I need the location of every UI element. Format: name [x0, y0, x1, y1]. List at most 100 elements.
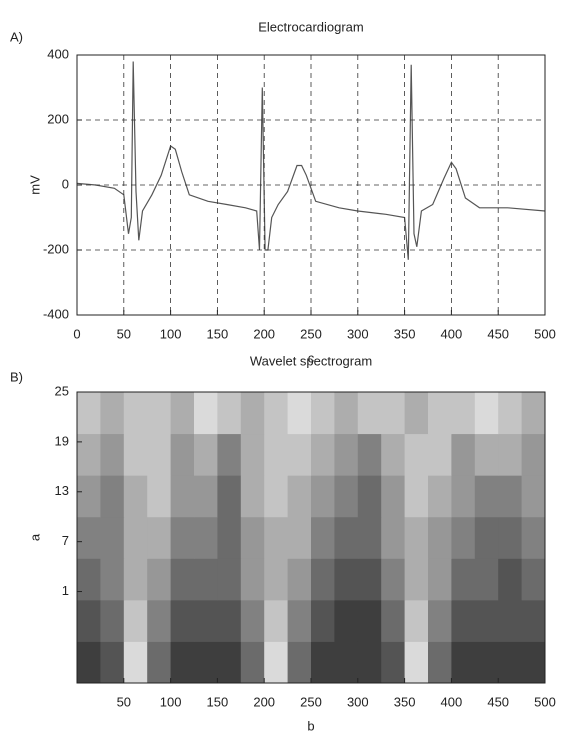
- ecg-line: [76, 61, 546, 260]
- heatmap-cell: [123, 641, 148, 684]
- heatmap-cell: [170, 558, 195, 601]
- heatmap-cell: [451, 392, 476, 435]
- heatmap-cell: [240, 392, 265, 435]
- heatmap-cell: [498, 475, 523, 518]
- heatmap-cell: [77, 641, 101, 684]
- heatmap-cell: [428, 516, 452, 559]
- heatmap-cell: [287, 392, 312, 435]
- heatmap-cell: [147, 641, 172, 684]
- heatmap-cell: [357, 558, 382, 601]
- x-tick-label: 200: [253, 694, 275, 709]
- heatmap-cell: [498, 392, 523, 435]
- y-tick-label: 200: [47, 111, 69, 126]
- heatmap-cell: [404, 516, 429, 559]
- heatmap-cell: [100, 599, 125, 642]
- heatmap-cell: [474, 558, 499, 601]
- heatmap-cell: [170, 475, 195, 518]
- heatmap-cell: [357, 392, 382, 435]
- plot-frame: [76, 391, 546, 684]
- heatmap-cell: [311, 433, 335, 476]
- heatmap-cell: [194, 433, 218, 476]
- heatmap-cell: [474, 475, 499, 518]
- heatmap-cell: [428, 392, 452, 435]
- heatmap-cell: [194, 475, 218, 518]
- heatmap-cell: [264, 599, 289, 642]
- heatmap-cell: [404, 433, 429, 476]
- x-axis-label: c: [308, 350, 315, 365]
- heatmap-cell: [123, 558, 148, 601]
- heatmap-cell: [217, 475, 242, 518]
- heatmap-cell: [123, 392, 148, 435]
- heatmap-cell: [474, 392, 499, 435]
- chart-title: Electrocardiogram: [258, 19, 364, 34]
- heatmap-cell: [194, 641, 218, 684]
- heatmap-cell: [240, 558, 265, 601]
- heatmap-cell: [100, 475, 125, 518]
- heatmap-cell: [77, 433, 101, 476]
- heatmap-cell: [498, 599, 523, 642]
- y-tick-label: 25: [55, 383, 69, 398]
- heatmap-cell: [170, 433, 195, 476]
- heatmap-cell: [170, 599, 195, 642]
- heatmap-cell: [170, 392, 195, 435]
- heatmap-cell: [311, 599, 335, 642]
- heatmap-cell: [498, 558, 523, 601]
- heatmap-cell: [404, 475, 429, 518]
- heatmap-cell: [170, 641, 195, 684]
- heatmap-cell: [287, 475, 312, 518]
- heatmap-cell: [100, 433, 125, 476]
- y-tick-label: 13: [55, 483, 69, 498]
- heatmap-cell: [521, 558, 546, 601]
- heatmap-cell: [451, 516, 476, 559]
- heatmap-cell: [77, 392, 101, 435]
- x-tick-label: 100: [160, 326, 182, 341]
- y-tick-label: -400: [43, 306, 69, 321]
- heatmap-cell: [404, 641, 429, 684]
- heatmap-cell: [100, 392, 125, 435]
- y-tick-label: 400: [47, 46, 69, 61]
- heatmap-cell: [217, 558, 242, 601]
- y-tick-label: 0: [62, 176, 69, 191]
- heatmap-cell: [357, 475, 382, 518]
- x-tick-label: 350: [394, 694, 416, 709]
- heatmap-cell: [194, 558, 218, 601]
- heatmap-cell: [287, 641, 312, 684]
- heatmap-cell: [77, 599, 101, 642]
- heatmap-cell: [498, 516, 523, 559]
- heatmap-cell: [264, 392, 289, 435]
- x-tick-label: 400: [441, 326, 463, 341]
- heatmap-cell: [381, 641, 406, 684]
- x-tick-label: 150: [207, 326, 229, 341]
- heatmap-cell: [474, 516, 499, 559]
- x-tick-label: 100: [160, 694, 182, 709]
- heatmap-cell: [311, 392, 335, 435]
- y-tick-label: 19: [55, 433, 69, 448]
- y-tick-label: -200: [43, 241, 69, 256]
- heatmap-cell: [217, 599, 242, 642]
- heatmap-cell: [217, 433, 242, 476]
- plot-frame: [76, 54, 546, 316]
- heatmap-cell: [240, 433, 265, 476]
- x-tick-label: 400: [441, 694, 463, 709]
- heatmap-cell: [521, 599, 546, 642]
- heatmap-cell: [123, 599, 148, 642]
- heatmap-cell: [381, 599, 406, 642]
- heatmap-cell: [334, 516, 359, 559]
- heatmap-cell: [217, 392, 242, 435]
- heatmap-cell: [357, 516, 382, 559]
- heatmap-cell: [194, 599, 218, 642]
- heatmap-cell: [287, 433, 312, 476]
- x-tick-label: 500: [534, 694, 556, 709]
- heatmap-cell: [334, 599, 359, 642]
- heatmap-cell: [428, 599, 452, 642]
- x-tick-label: 450: [487, 326, 509, 341]
- heatmap-cell: [217, 516, 242, 559]
- heatmap-cell: [357, 641, 382, 684]
- heatmap-cell: [428, 433, 452, 476]
- heatmap-cell: [404, 558, 429, 601]
- heatmap-cell: [428, 475, 452, 518]
- heatmap-cell: [381, 516, 406, 559]
- heatmap-cell: [428, 558, 452, 601]
